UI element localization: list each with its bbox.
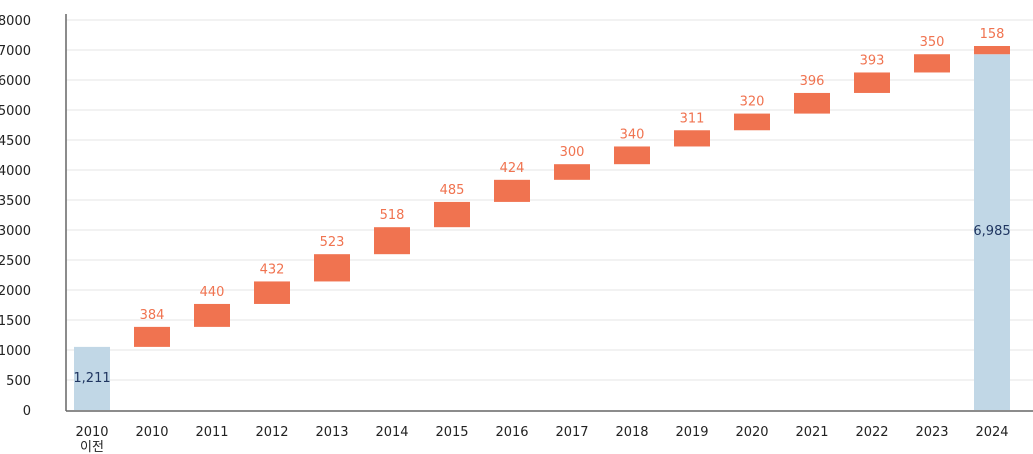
increment-bar (314, 254, 350, 282)
increment-value-label: 384 (140, 308, 165, 323)
base-value-label: 1,211 (73, 371, 110, 386)
x-tick-label-line: 2018 (615, 425, 648, 440)
increment-value-label: 340 (620, 127, 645, 142)
x-tick-label-line: 2020 (735, 425, 768, 440)
increment-value-label: 523 (320, 235, 345, 250)
increment-value-label: 518 (380, 208, 405, 223)
y-tick-label: 2000 (0, 284, 31, 299)
x-tick-label-line: 2014 (375, 425, 408, 440)
y-tick-label: 0 (23, 404, 31, 419)
increment-bar (134, 326, 170, 347)
y-tick-label: 5000 (0, 104, 31, 119)
increment-bar (374, 227, 410, 255)
x-tick-label: 2023 (915, 425, 948, 440)
y-tick-label: 3500 (0, 194, 31, 209)
x-tick-label-line: 2024 (975, 425, 1008, 440)
increment-bar (794, 92, 830, 114)
increment-bar (554, 164, 590, 180)
x-tick-label: 2018 (615, 425, 648, 440)
x-tick-label: 2011 (195, 425, 228, 440)
increment-value-label: 432 (260, 262, 285, 277)
x-tick-label: 2010 (135, 425, 168, 440)
y-tick-label: 1500 (0, 314, 31, 329)
increment-value-label: 485 (440, 183, 465, 198)
increment-bar (194, 303, 230, 327)
y-tick-label: 3000 (0, 224, 31, 239)
x-tick-label-line: 2012 (255, 425, 288, 440)
x-tick-label-line: 2022 (855, 425, 888, 440)
y-tick-label: 8000 (0, 14, 31, 29)
increment-value-label: 396 (800, 74, 825, 89)
y-tick-label: 7000 (0, 44, 31, 59)
y-tick-label: 2500 (0, 254, 31, 269)
x-tick-label: 2010 이전 (75, 425, 108, 454)
x-tick-label-line: 2017 (555, 425, 588, 440)
x-tick-label-line: 2021 (795, 425, 828, 440)
increment-bar (734, 113, 770, 131)
x-tick-label-line: 2011 (195, 425, 228, 440)
x-tick-label-line: 2015 (435, 425, 468, 440)
increment-value-label: 158 (980, 27, 1005, 42)
increment-bar (434, 201, 470, 228)
x-tick-label-line: 2010 (135, 425, 168, 440)
increment-bar (674, 130, 710, 147)
x-tick-label: 2019 (675, 425, 708, 440)
increment-bar (494, 179, 530, 202)
x-tick-label-line: 2023 (915, 425, 948, 440)
x-tick-label: 2020 (735, 425, 768, 440)
x-tick-label-line: 2016 (495, 425, 528, 440)
base-bar (74, 346, 110, 410)
increment-value-label: 311 (680, 111, 705, 126)
increment-bar (974, 46, 1010, 55)
total-value-label: 6,985 (973, 224, 1010, 239)
increment-bar (254, 281, 290, 304)
increment-value-label: 440 (200, 285, 225, 300)
y-tick-label: 500 (6, 374, 31, 389)
increment-bar (854, 72, 890, 93)
increment-value-label: 350 (920, 35, 945, 50)
increment-value-label: 393 (860, 53, 885, 68)
y-tick-label: 1000 (0, 344, 31, 359)
increment-bar (914, 54, 950, 73)
increment-value-label: 300 (560, 145, 585, 160)
y-tick-label: 6000 (0, 74, 31, 89)
x-tick-label-line: 2010 (75, 425, 108, 440)
x-tick-label: 2024 (975, 425, 1008, 440)
total-bar (974, 54, 1010, 410)
x-tick-label: 2013 (315, 425, 348, 440)
x-tick-label: 2016 (495, 425, 528, 440)
x-tick-label: 2015 (435, 425, 468, 440)
y-tick-label: 4500 (0, 134, 31, 149)
x-tick-label: 2017 (555, 425, 588, 440)
x-tick-label-line: 2019 (675, 425, 708, 440)
y-tick-label: 4000 (0, 164, 31, 179)
x-tick-label-line: 이전 (80, 440, 104, 454)
x-tick-label: 2021 (795, 425, 828, 440)
increment-value-label: 424 (500, 161, 525, 176)
x-tick-label: 2014 (375, 425, 408, 440)
increment-value-label: 320 (740, 95, 765, 110)
increment-bar (614, 146, 650, 165)
x-tick-label: 2012 (255, 425, 288, 440)
x-tick-label-line: 2013 (315, 425, 348, 440)
x-tick-label: 2022 (855, 425, 888, 440)
